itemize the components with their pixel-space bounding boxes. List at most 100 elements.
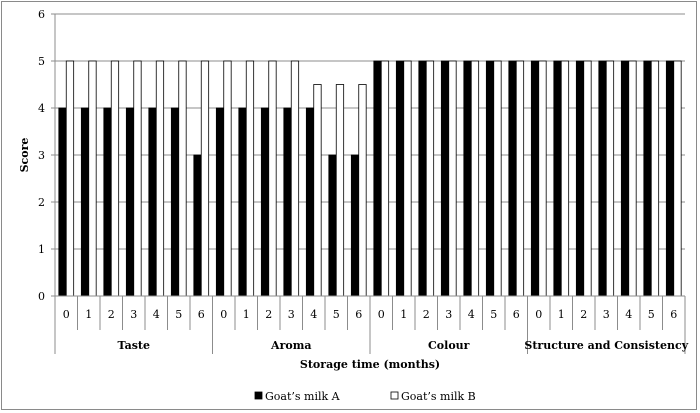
x-tick-label: 5 bbox=[175, 308, 182, 321]
bar-series-b bbox=[425, 60, 435, 297]
bar-series-a bbox=[283, 107, 292, 297]
bar-series-b bbox=[583, 60, 592, 297]
bar-series-b bbox=[358, 84, 367, 297]
x-tick-label: 2 bbox=[423, 308, 430, 321]
x-tick-label: 6 bbox=[513, 308, 520, 321]
bar-series-b bbox=[448, 60, 457, 297]
y-tick-label: 2 bbox=[38, 196, 45, 209]
bar-series-b bbox=[200, 60, 210, 297]
bar-series-b bbox=[560, 60, 570, 297]
x-tick-label: 4 bbox=[153, 308, 160, 321]
bar-series-a bbox=[215, 107, 225, 297]
bar-series-b bbox=[313, 84, 322, 297]
x-tick-label: 5 bbox=[648, 308, 655, 321]
x-category-axis: 0 1 2 3 4 5 6 0 1 2 3 4 5 6 0 1 2 3 4 5 6 0 1 2 3 4 5 6 Taste Aroma Co… bbox=[63, 308, 689, 352]
bar-series-a bbox=[440, 60, 450, 297]
bar-series-a bbox=[193, 154, 202, 297]
x-tick-label: 1 bbox=[85, 308, 92, 321]
y-tick-labels: 0 1 2 3 4 5 6 bbox=[38, 8, 45, 303]
bar-series-b bbox=[133, 60, 142, 297]
bar-series-a bbox=[530, 60, 540, 297]
x-tick-label: 5 bbox=[333, 308, 340, 321]
bar-series-a bbox=[170, 107, 180, 297]
x-tick-label: 3 bbox=[288, 308, 295, 321]
axes bbox=[51, 13, 686, 354]
legend-swatch-series-b bbox=[390, 391, 399, 400]
y-tick-label: 3 bbox=[38, 149, 45, 162]
bar-series-a bbox=[328, 154, 337, 297]
bar-series-b bbox=[403, 60, 412, 297]
x-axis-title: Storage time (months) bbox=[300, 358, 440, 371]
bar-series-b bbox=[65, 60, 75, 297]
bar-series-b bbox=[380, 60, 390, 297]
bar-series-a bbox=[148, 107, 157, 297]
x-tick-label: 4 bbox=[625, 308, 632, 321]
group-label: Aroma bbox=[270, 339, 311, 352]
bar-series-b bbox=[493, 60, 502, 297]
bar-series-b bbox=[605, 60, 615, 297]
bar-series-a bbox=[575, 60, 585, 297]
x-tick-label: 2 bbox=[580, 308, 587, 321]
bar-series-a bbox=[395, 60, 405, 297]
group-label: Structure and Consistency bbox=[524, 339, 688, 352]
y-tick-label: 4 bbox=[38, 102, 45, 115]
x-tick-label: 2 bbox=[265, 308, 272, 321]
x-tick-label: 6 bbox=[355, 308, 362, 321]
bar-series-b bbox=[628, 60, 637, 297]
x-tick-label: 1 bbox=[400, 308, 407, 321]
bar-series-b bbox=[335, 84, 345, 297]
x-tick-label: 0 bbox=[63, 308, 70, 321]
bar-series-a bbox=[463, 60, 472, 297]
bar-series-b bbox=[268, 60, 277, 297]
bar-series-b bbox=[223, 60, 232, 297]
y-tick-label: 6 bbox=[38, 8, 45, 21]
bar-series-b bbox=[515, 60, 525, 297]
bar-series-a bbox=[238, 107, 247, 297]
x-tick-label: 0 bbox=[535, 308, 542, 321]
legend-label-series-a: Goat’s milk A bbox=[265, 390, 341, 403]
x-tick-label: 3 bbox=[445, 308, 452, 321]
bar-series-b bbox=[290, 60, 300, 297]
bar-series-a bbox=[125, 107, 135, 297]
bar-series-b bbox=[88, 60, 97, 297]
legend-swatch-series-a bbox=[254, 391, 263, 400]
bar-series-a bbox=[665, 60, 675, 297]
legend: Goat’s milk A Goat’s milk B bbox=[254, 390, 476, 403]
bar-series-a bbox=[620, 60, 630, 297]
x-tick-label: 0 bbox=[220, 308, 227, 321]
bar-series-a bbox=[418, 60, 427, 297]
x-tick-label: 4 bbox=[468, 308, 475, 321]
bar-series-b bbox=[650, 60, 660, 297]
bar-series-a bbox=[350, 154, 360, 297]
bar-series-b bbox=[178, 60, 187, 297]
bar-series-b bbox=[470, 60, 480, 297]
bar-series-b bbox=[155, 60, 165, 297]
x-tick-label: 3 bbox=[130, 308, 137, 321]
y-tick-label: 1 bbox=[38, 243, 45, 256]
bar-series-b bbox=[673, 60, 682, 297]
x-tick-label: 4 bbox=[310, 308, 317, 321]
bar-series-a bbox=[485, 60, 495, 297]
group-label: Colour bbox=[428, 339, 470, 352]
bar-series-a bbox=[508, 60, 517, 297]
bar-series-b bbox=[245, 60, 255, 297]
bar-series-a bbox=[260, 107, 270, 297]
bar-series-a bbox=[643, 60, 652, 297]
bar-series-a bbox=[553, 60, 562, 297]
x-tick-label: 5 bbox=[490, 308, 497, 321]
bar-series-a bbox=[305, 107, 315, 297]
y-axis-title: Score bbox=[18, 138, 31, 173]
x-tick-label: 2 bbox=[108, 308, 115, 321]
x-tick-label: 0 bbox=[378, 308, 385, 321]
x-tick-label: 6 bbox=[198, 308, 205, 321]
bar-series-a bbox=[58, 107, 67, 297]
x-tick-label: 1 bbox=[558, 308, 565, 321]
x-tick-label: 6 bbox=[670, 308, 677, 321]
bar-series-a bbox=[598, 60, 607, 297]
bars bbox=[58, 60, 682, 297]
y-tick-label: 5 bbox=[38, 55, 45, 68]
bar-series-b bbox=[538, 60, 547, 297]
bar-series-a bbox=[80, 107, 90, 297]
bar-series-a bbox=[103, 107, 112, 297]
